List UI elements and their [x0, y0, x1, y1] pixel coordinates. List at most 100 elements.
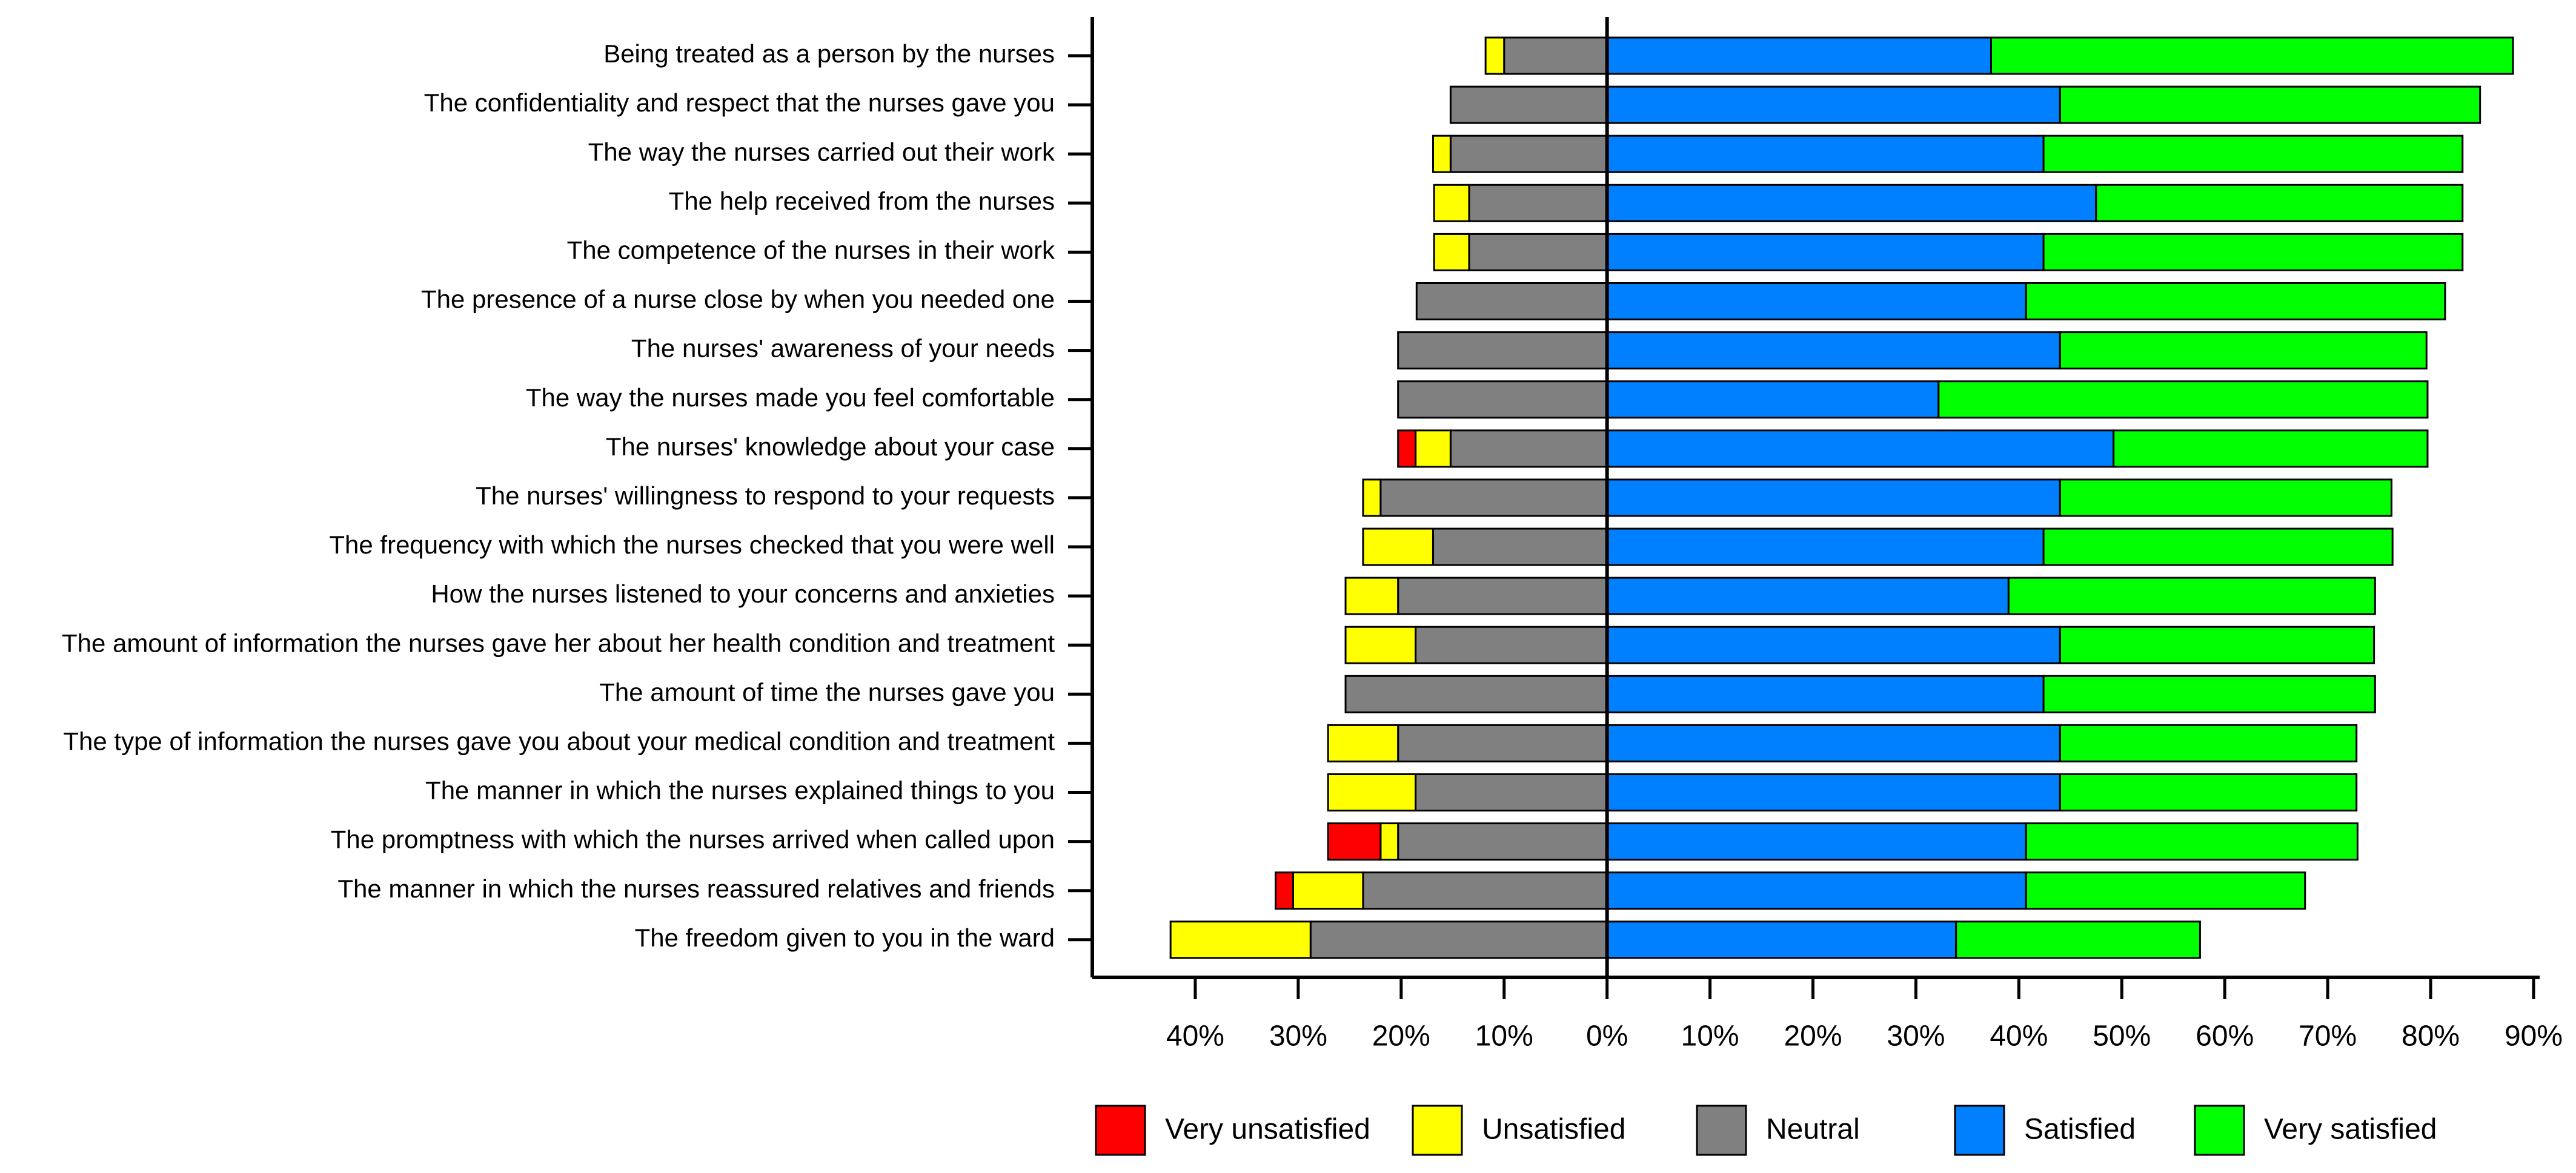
category-label: The presence of a nurse close by when yo…	[421, 285, 1055, 314]
category-label: The amount of information the nurses gav…	[62, 629, 1055, 657]
legend-label: Satisfied	[2024, 1114, 2136, 1146]
bar-segment	[1433, 233, 1470, 271]
category-label: The competence of the nurses in their wo…	[567, 236, 1055, 264]
bar-segment	[1606, 282, 2027, 320]
legend-label: Unsatisfied	[1482, 1114, 1625, 1146]
bar-segment	[1468, 233, 1608, 271]
bar-segment	[1169, 920, 1312, 959]
category-label: The confidentiality and respect that the…	[424, 88, 1055, 117]
bar-segment	[1309, 920, 1608, 959]
x-tick-label: 80%	[2402, 1020, 2460, 1052]
legend-swatch	[1696, 1105, 1747, 1156]
bar-segment	[1362, 527, 1434, 566]
bar-segment	[1415, 626, 1608, 664]
x-tick-label: 60%	[2196, 1020, 2254, 1052]
bar-segment	[1274, 871, 1294, 910]
bar-segment	[2095, 183, 2464, 222]
bar-segment	[2059, 331, 2428, 370]
bar-segment	[1397, 724, 1608, 762]
x-tick-label: 40%	[1166, 1020, 1224, 1052]
category-label: The amount of time the nurses gave you	[599, 678, 1055, 706]
x-tick-label: 20%	[1372, 1020, 1430, 1052]
bar-segment	[1503, 36, 1608, 75]
bar-segment	[1468, 183, 1608, 222]
bar-segment	[2059, 85, 2481, 124]
bar-segment	[1397, 380, 1608, 419]
bar-segment	[2059, 626, 2375, 664]
bar-segment	[2042, 675, 2376, 713]
bar-segment	[1449, 85, 1608, 124]
x-tick-label: 30%	[1887, 1020, 1945, 1052]
category-label: The frequency with which the nurses chec…	[329, 530, 1055, 559]
bar-segment	[1344, 675, 1608, 713]
bar-segment	[2025, 282, 2446, 320]
category-label: The manner in which the nurses reassured…	[337, 874, 1055, 903]
bar-segment	[1397, 429, 1417, 468]
category-label: Being treated as a person by the nurses	[603, 39, 1055, 68]
bar-segment	[1292, 871, 1364, 910]
bar-segment	[1606, 380, 1940, 419]
bar-segment	[1606, 527, 2045, 566]
bar-segment	[1397, 331, 1608, 370]
bar-segment	[1415, 773, 1608, 811]
bar-segment	[1432, 527, 1608, 566]
bar-segment	[1606, 871, 2027, 910]
x-tick-label: 30%	[1269, 1020, 1327, 1052]
bar-segment	[1606, 36, 1992, 75]
bar-segment	[1606, 331, 2061, 370]
bar-segment	[1432, 134, 1452, 173]
x-tick-label: 90%	[2505, 1020, 2563, 1052]
x-tick-label: 0%	[1586, 1020, 1628, 1052]
bar-segment	[1344, 626, 1417, 664]
bar-segment	[1606, 577, 2010, 615]
x-tick-label: 40%	[1990, 1020, 2048, 1052]
bar-segment	[2042, 233, 2464, 271]
bar-segment	[1344, 577, 1399, 615]
category-label: The help received from the nurses	[669, 187, 1055, 215]
bar-segment	[2059, 724, 2358, 762]
bar-segment	[2059, 478, 2392, 517]
bar-segment	[1433, 183, 1470, 222]
bar-segment	[1606, 85, 2061, 124]
bar-segment	[1327, 773, 1417, 811]
bar-segment	[1449, 134, 1608, 173]
category-label: The nurses' knowledge about your case	[606, 432, 1055, 461]
legend-swatch	[1954, 1105, 2005, 1156]
bar-segment	[1397, 822, 1608, 861]
bar-segment	[2025, 822, 2359, 861]
x-tick-label: 70%	[2299, 1020, 2357, 1052]
bar-segment	[1484, 36, 1505, 75]
bar-segment	[1397, 577, 1608, 615]
x-tick-label: 20%	[1784, 1020, 1842, 1052]
bar-segment	[1362, 478, 1382, 517]
bar-segment	[1327, 724, 1399, 762]
bar-segment	[1379, 822, 1399, 861]
x-tick-label: 50%	[2093, 1020, 2151, 1052]
x-tick-label: 10%	[1475, 1020, 1533, 1052]
legend-label: Neutral	[1766, 1114, 1860, 1146]
bar-segment	[1937, 380, 2429, 419]
category-label: The type of information the nurses gave …	[63, 727, 1055, 755]
bar-segment	[1449, 429, 1608, 468]
legend-label: Very unsatisfied	[1165, 1114, 1370, 1146]
bar-segment	[1606, 920, 1957, 959]
bar-segment	[1990, 36, 2514, 75]
bar-segment	[2113, 429, 2429, 468]
bar-segment	[2025, 871, 2306, 910]
bar-segment	[1327, 822, 1382, 861]
category-label: The promptness with which the nurses arr…	[331, 825, 1055, 854]
bar-segment	[1379, 478, 1608, 517]
bar-segment	[1955, 920, 2201, 959]
category-label: The freedom given to you in the ward	[635, 924, 1055, 952]
bar-segment	[1606, 429, 2115, 468]
bar-segment	[1415, 282, 1608, 320]
legend-swatch	[1095, 1105, 1146, 1156]
category-label: The nurses' awareness of your needs	[631, 334, 1055, 363]
bar-segment	[1606, 626, 2061, 664]
legend-swatch	[2194, 1105, 2245, 1156]
bar-segment	[1606, 134, 2045, 173]
category-label: The way the nurses carried out their wor…	[588, 137, 1055, 166]
bar-segment	[1362, 871, 1608, 910]
bar-segment	[1606, 675, 2045, 713]
bar-segment	[2042, 134, 2464, 173]
